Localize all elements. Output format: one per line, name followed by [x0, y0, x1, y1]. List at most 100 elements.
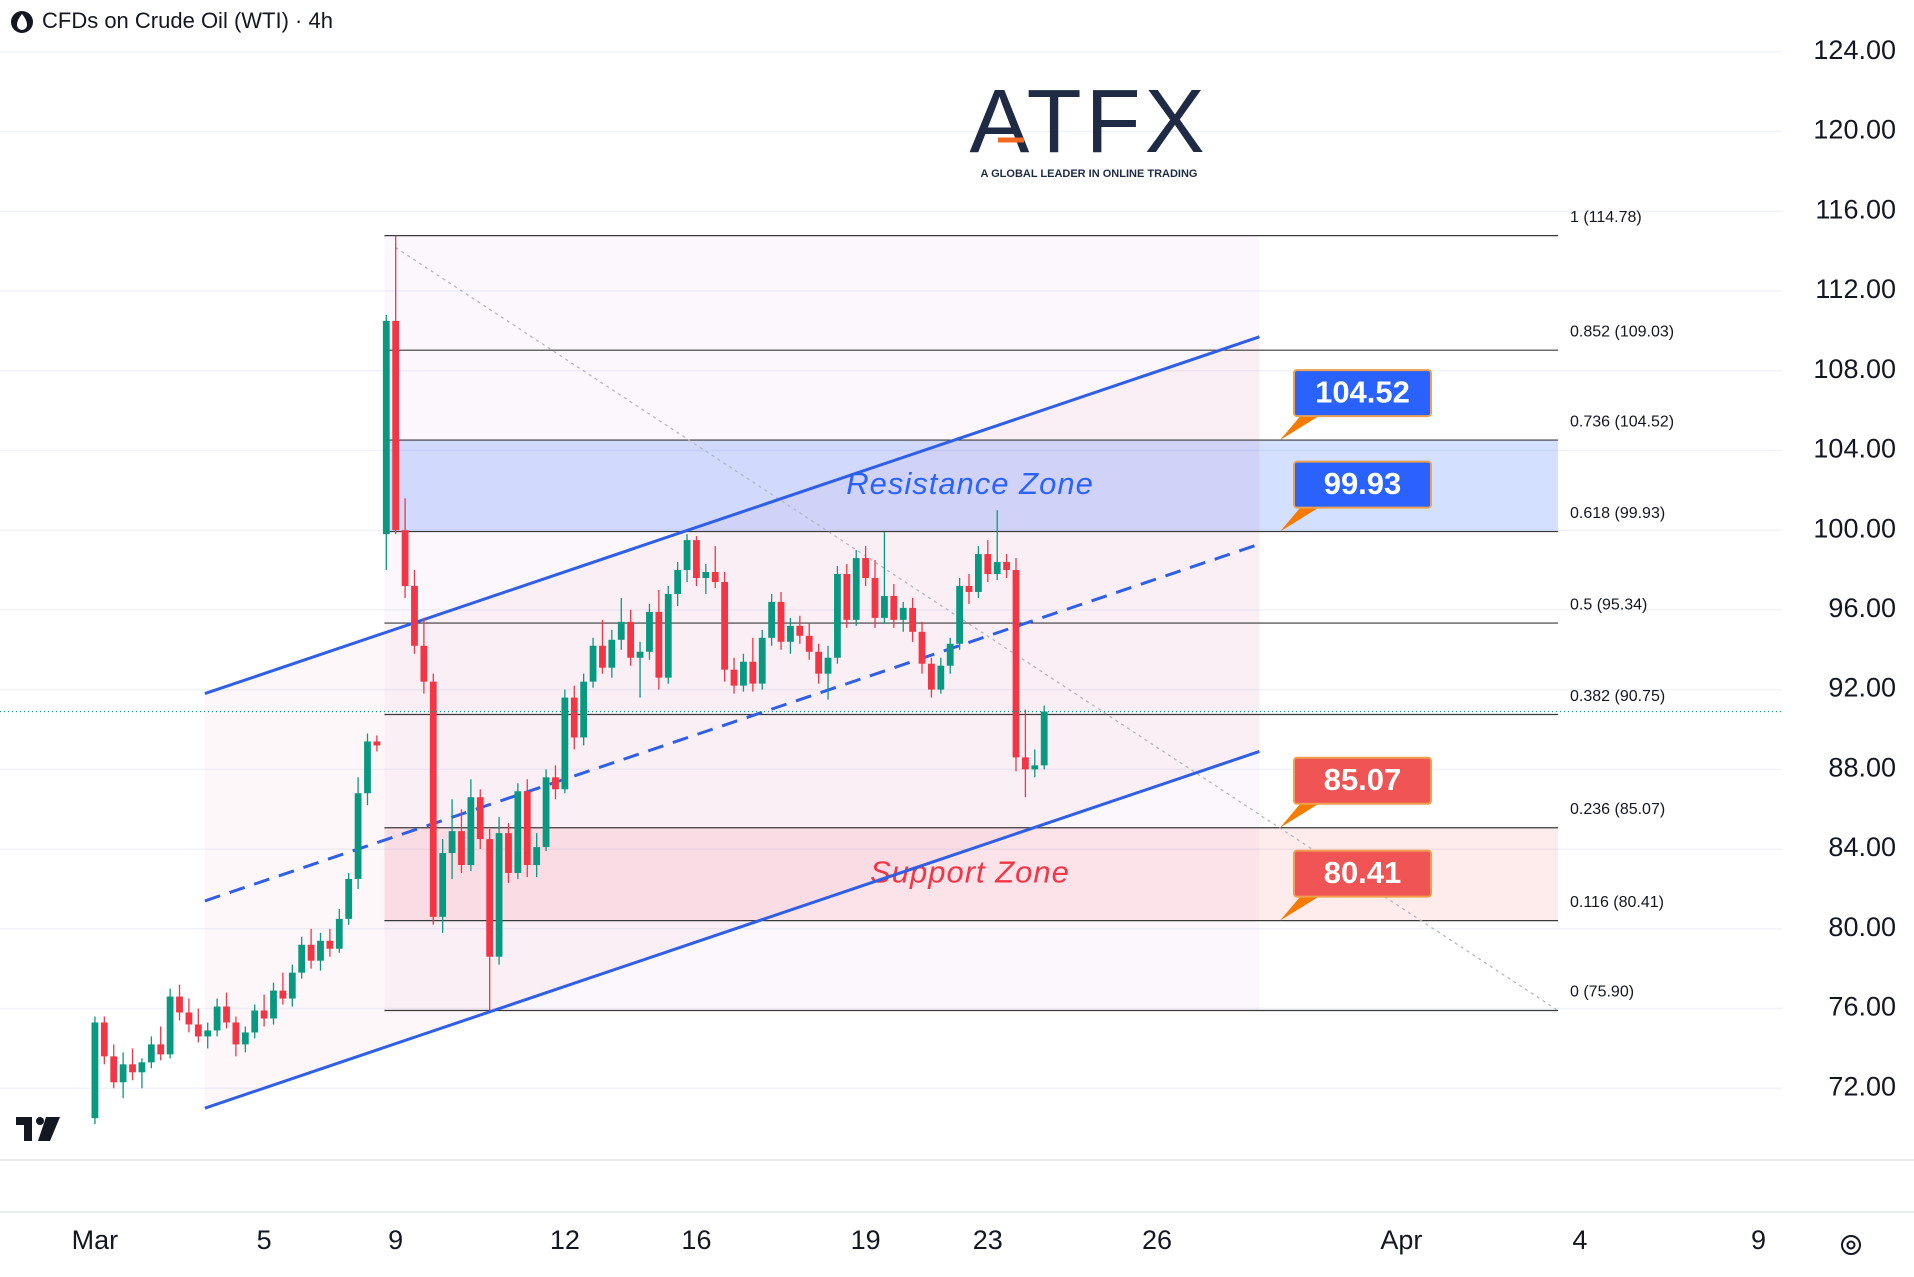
candle-body	[674, 570, 682, 594]
settings-icon[interactable]	[1841, 1235, 1861, 1255]
candle-body	[871, 578, 879, 618]
candle-body	[100, 1022, 108, 1057]
candle-body	[890, 595, 898, 620]
candle-body	[476, 797, 484, 840]
y-tick-label: 104.00	[1813, 434, 1896, 464]
logo-brand: ATFX	[969, 72, 1208, 172]
logo-tagline: A GLOBAL LEADER IN ONLINE TRADING	[981, 168, 1198, 180]
callout-label: 104.52	[1315, 374, 1410, 409]
candle-body	[721, 581, 729, 670]
fib-trend-line	[395, 247, 1559, 1012]
zone-label: Resistance Zone	[846, 466, 1094, 501]
candle-body	[730, 669, 738, 686]
candle-body	[411, 585, 418, 646]
channel-middle	[204, 542, 1260, 903]
tv-logo-part	[38, 1117, 60, 1141]
candle-body	[326, 940, 334, 949]
callout-pointer	[1280, 505, 1322, 532]
candle-body	[599, 645, 606, 668]
candle-body	[589, 645, 597, 682]
fib-label: 0 (75.90)	[1570, 984, 1634, 1001]
candle-body	[965, 585, 973, 592]
callout-label: 85.07	[1324, 762, 1402, 797]
candle-body	[646, 611, 653, 652]
candle-body	[495, 833, 503, 957]
candle-body	[345, 878, 353, 919]
candle-body	[288, 972, 296, 999]
candle-body	[805, 635, 813, 652]
callout-box	[1293, 369, 1432, 418]
candle-body	[486, 839, 494, 957]
x-tick-label: 9	[1751, 1225, 1766, 1255]
candle-body	[166, 996, 174, 1055]
candle-body	[335, 918, 343, 949]
x-tick-label: 5	[257, 1225, 272, 1255]
candle-body	[1022, 757, 1029, 770]
candle-body	[533, 847, 541, 866]
candle-body	[909, 607, 917, 632]
candle-body	[862, 558, 870, 579]
candle-body	[364, 741, 371, 794]
channel-lower	[204, 749, 1260, 1110]
fib-label: 0.618 (99.93)	[1570, 505, 1665, 522]
candle-body	[251, 1010, 259, 1033]
y-tick-label: 72.00	[1828, 1071, 1896, 1101]
candle-body	[270, 990, 277, 1019]
candle-body	[636, 651, 644, 658]
fib-label: 0.736 (104.52)	[1570, 413, 1674, 430]
candle-body	[834, 574, 841, 658]
y-tick-label: 120.00	[1813, 115, 1896, 145]
candle-body	[749, 661, 757, 684]
callout-label: 80.41	[1324, 855, 1402, 890]
fib-label: 0.5 (95.34)	[1570, 596, 1647, 613]
x-tick-label: 12	[550, 1225, 580, 1255]
candle-body	[458, 831, 465, 866]
candle-body	[401, 530, 409, 586]
fib-label: 1 (114.78)	[1570, 209, 1642, 226]
candle-body	[580, 681, 588, 738]
candle-body	[194, 1024, 202, 1037]
candle-body	[467, 797, 475, 866]
candle-body	[740, 661, 747, 686]
candle-body	[693, 540, 700, 579]
x-tick-label: 4	[1572, 1225, 1587, 1255]
candle-body	[420, 645, 428, 682]
callout-box	[1293, 460, 1432, 509]
header-title: CFDs on Crude Oil (WTI) · 4h	[42, 8, 333, 33]
callout-box	[1293, 849, 1432, 898]
candle-body	[918, 631, 926, 664]
candle-body	[711, 572, 719, 582]
candle-body	[185, 1012, 193, 1025]
candle-body	[1003, 562, 1011, 571]
callout-pointer	[1280, 801, 1322, 828]
candle-body	[617, 621, 625, 640]
candle-body	[307, 944, 315, 961]
candle-body	[852, 558, 860, 620]
candle-body	[138, 1062, 146, 1073]
drawings-layer	[0, 51, 1782, 1089]
settings-gear[interactable]	[1841, 1235, 1861, 1255]
x-tick-label: 16	[681, 1225, 711, 1255]
candle-body	[213, 1006, 221, 1031]
oil-drop-icon	[17, 14, 27, 30]
fib-label: 0.116 (80.41)	[1570, 894, 1664, 911]
candle-body	[241, 1032, 249, 1045]
candle-body	[984, 554, 992, 575]
candle-body	[1040, 711, 1048, 766]
settings-gear-center[interactable]	[1846, 1240, 1856, 1250]
candle-body	[129, 1064, 136, 1073]
candle-body	[223, 1006, 230, 1023]
candle-body	[91, 1022, 99, 1119]
callout-box	[1293, 756, 1432, 805]
candle-body	[683, 540, 691, 571]
candle-body	[655, 611, 663, 678]
candle-body	[627, 621, 635, 658]
candle-body	[843, 574, 851, 620]
candle-body	[110, 1056, 118, 1083]
candle-body	[777, 601, 785, 642]
candle-body	[317, 940, 324, 961]
candle-body	[899, 607, 907, 620]
callout-pointer	[1280, 414, 1322, 441]
y-tick-label: 76.00	[1828, 992, 1896, 1022]
